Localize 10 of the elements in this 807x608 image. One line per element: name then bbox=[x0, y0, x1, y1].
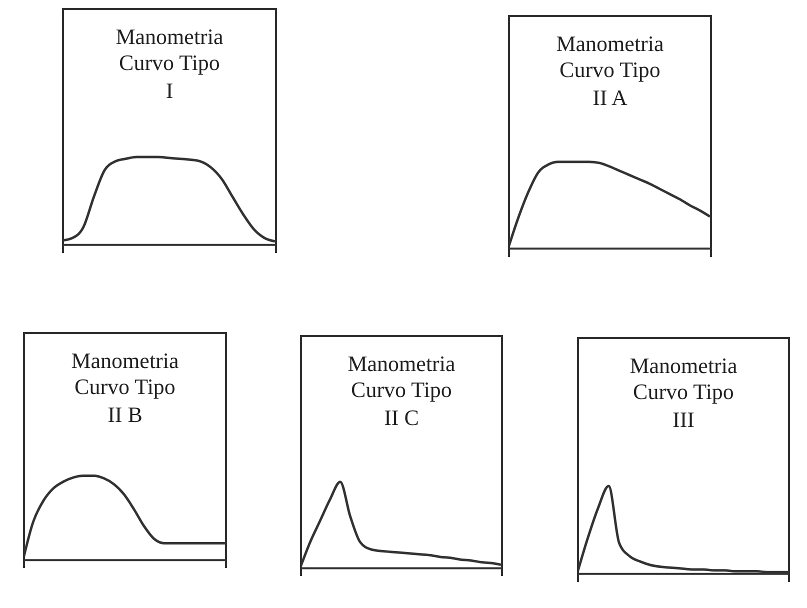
chart-title: Manometria Curvo Tipo bbox=[346, 351, 456, 403]
chart-title: Manometria Curvo Tipo bbox=[628, 353, 738, 405]
chart-subtitle: III bbox=[672, 407, 696, 433]
chart-title: Manometria Curvo Tipo bbox=[555, 31, 665, 83]
chart-subtitle: II B bbox=[106, 402, 144, 428]
chart-subtitle: I bbox=[164, 78, 174, 104]
chart-title: Manometria Curvo Tipo bbox=[70, 348, 180, 400]
chart-title: Manometria Curvo Tipo bbox=[114, 24, 224, 76]
chart-subtitle: II A bbox=[592, 85, 628, 111]
chart-subtitle: II C bbox=[383, 405, 420, 431]
